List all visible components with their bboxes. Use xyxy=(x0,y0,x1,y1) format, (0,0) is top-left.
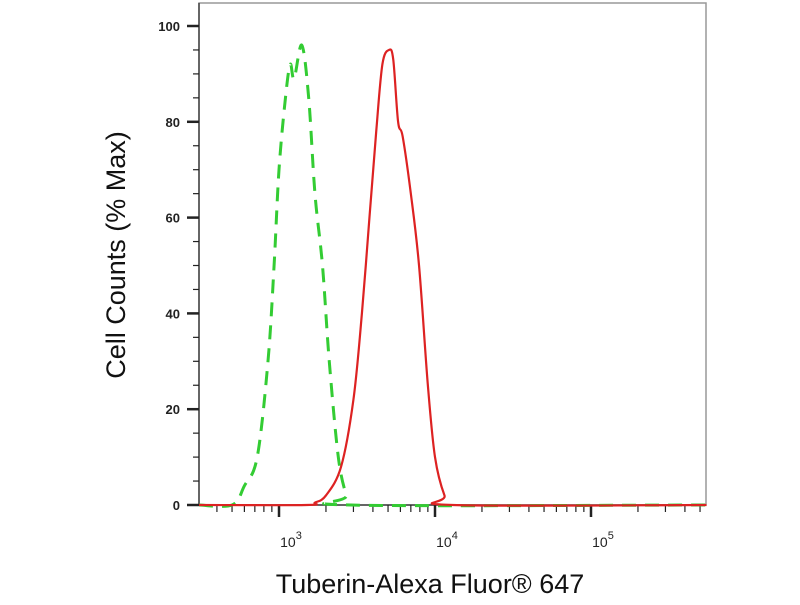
y-tick-label: 40 xyxy=(166,306,180,321)
y-tick-label: 60 xyxy=(166,211,180,226)
curves xyxy=(198,43,707,508)
x-tick-label: 105 xyxy=(592,530,614,550)
y-tick-label: 0 xyxy=(173,498,180,513)
x-tick-label: 104 xyxy=(436,530,458,550)
sample-histogram-curve xyxy=(198,48,707,507)
y-axis-label: Cell Counts (% Max) xyxy=(101,131,131,379)
plot-frame xyxy=(198,2,707,506)
x-axis-label: Tuberin-Alexa Fluor® 647 xyxy=(276,569,585,599)
y-tick-label: 20 xyxy=(166,402,180,417)
y-tick-label: 80 xyxy=(166,115,180,130)
y-tick-label: 100 xyxy=(158,19,180,34)
axes: 0 20 40 60 80 100 103 104 105 xyxy=(158,2,707,550)
control-histogram-curve xyxy=(198,43,707,508)
x-tick-label: 103 xyxy=(280,530,302,550)
